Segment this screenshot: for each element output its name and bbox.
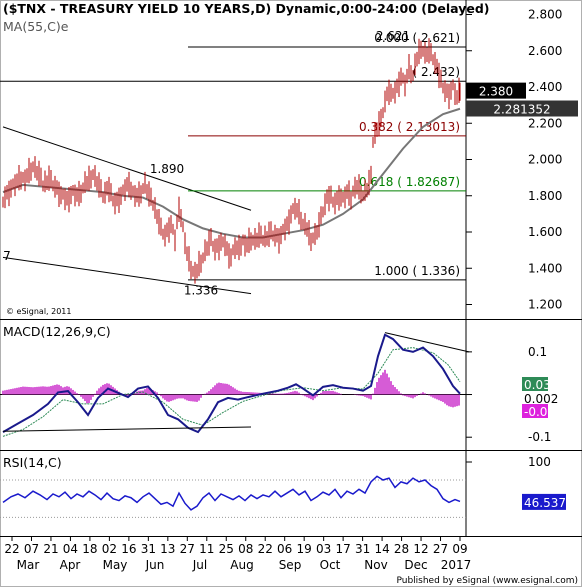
- signal-value-box: [522, 391, 548, 405]
- rsi-line: [2, 475, 461, 511]
- signal-value: 0.002: [524, 392, 558, 406]
- fib-level-label: 0.000 ( 2.621): [374, 31, 460, 45]
- chart-title: ($TNX - TREASURY YIELD 10 YEARS,D) Dynam…: [3, 1, 490, 16]
- time-axis-month-label: Nov: [364, 558, 387, 572]
- time-axis-tick-label: 04: [63, 542, 78, 556]
- rsi-value: 46.537: [524, 496, 566, 510]
- time-axis-tick-label: 19: [297, 542, 312, 556]
- macd-legend: MACD(12,26,9,C): [3, 324, 111, 339]
- macd-line: [2, 333, 461, 434]
- time-axis-tick-label: 12: [413, 542, 428, 556]
- macd-trendline: [384, 332, 470, 353]
- time-axis-tick-label: 25: [219, 542, 234, 556]
- time-axis-tick-label: 07: [24, 542, 39, 556]
- rsi-legend: RSI(14,C): [3, 455, 62, 470]
- time-axis-month-label: Jun: [145, 558, 165, 572]
- price-y-tick-label: 2.000: [528, 153, 562, 167]
- price-trendline: [2, 256, 252, 295]
- macd-y-tick-label: 0.1: [528, 345, 547, 359]
- time-axis-month-label: May: [103, 558, 128, 572]
- time-axis-month-label: Oct: [320, 558, 341, 572]
- time-axis-tick-label: 13: [160, 542, 175, 556]
- moving-average-line: [2, 107, 461, 239]
- time-axis-tick-label: 18: [82, 542, 97, 556]
- macd-y-tick-label: -0.1: [528, 430, 551, 444]
- time-axis-tick-label: 21: [43, 542, 58, 556]
- price-annotation: 7: [3, 249, 11, 263]
- time-axis-month-label: Jul: [192, 558, 207, 572]
- price-panel: 1.200 1.400 1.600 1.800 2.000 2.200 2.400 2.600…: [0, 8, 578, 312]
- time-axis-tick-label: 27: [180, 542, 195, 556]
- price-y-tick-label: 2.600: [528, 44, 562, 58]
- price-y-tick-label: 1.200: [528, 298, 562, 312]
- time-axis-tick-label: 17: [335, 542, 350, 556]
- price-y-tick-label: 2.800: [528, 8, 562, 22]
- time-axis-month-label: Sep: [279, 558, 302, 572]
- macd-value-box: [522, 377, 548, 391]
- price-y-tick-label: 1.600: [528, 225, 562, 239]
- time-axis-tick-label: 14: [374, 542, 389, 556]
- time-axis-month-label: Apr: [60, 558, 81, 572]
- time-axis-tick-label: 27: [433, 542, 448, 556]
- rsi-value-box: [522, 493, 566, 510]
- time-axis-tick-label: 16: [121, 542, 136, 556]
- time-axis-tick-label: 09: [452, 542, 467, 556]
- fib-level-label: 0.618 ( 1.82687): [359, 175, 460, 189]
- price-annotation: 2.621: [376, 29, 410, 43]
- ma-value-box: [466, 100, 578, 117]
- macd-trendline: [2, 426, 252, 432]
- price-trendline: [2, 126, 252, 211]
- fib-level-label: ( 2.432): [412, 65, 460, 79]
- time-axis-tick-label: 28: [394, 542, 409, 556]
- price-annotation: 1.890: [150, 162, 184, 176]
- time-axis-tick-label: 22: [258, 542, 273, 556]
- time-axis-month-label: Aug: [230, 558, 253, 572]
- macd-signal-line: [2, 347, 461, 437]
- price-y-tick-label: 2.400: [528, 80, 562, 94]
- time-axis-tick-label: 31: [141, 542, 156, 556]
- time-axis-month-label: 2017: [441, 558, 472, 572]
- histogram-value: -0.027: [524, 405, 563, 419]
- footer-credit: Published by eSignal (www.esignal.com): [396, 576, 578, 586]
- price-y-tick-label: 1.400: [528, 261, 562, 275]
- price-y-tick-label: 1.800: [528, 189, 562, 203]
- time-axis: 22 07 21 04 18 02 16 31 13 27 11 25 08 22 06 19 03 17 31 14…: [4, 536, 471, 572]
- time-axis-tick-label: 22: [4, 542, 19, 556]
- last-price-box: [466, 82, 526, 99]
- rsi-y-tick-label: 100: [528, 455, 551, 469]
- time-axis-tick-label: 06: [277, 542, 292, 556]
- time-axis-month-label: Mar: [17, 558, 40, 572]
- price-y-tick-label: 2.200: [528, 116, 562, 130]
- time-axis-tick-label: 03: [316, 542, 331, 556]
- time-axis-month-label: Dec: [404, 558, 427, 572]
- time-axis-tick-label: 08: [238, 542, 253, 556]
- rsi-panel: 100 46.537: [0, 455, 566, 518]
- time-axis-tick-label: 11: [199, 542, 214, 556]
- price-annotation: 1.336: [184, 284, 218, 298]
- macd-panel: 0.10-0.10.030.002-0.027: [0, 332, 563, 444]
- ma-value: 2.281352: [493, 103, 550, 117]
- histogram-value-box: [522, 404, 548, 418]
- macd-value: 0.03: [524, 378, 551, 392]
- last-price-value: 2.380: [479, 85, 513, 99]
- ma-legend: MA(55,C)e: [3, 19, 69, 34]
- time-axis-tick-label: 02: [102, 542, 117, 556]
- fib-level-label: 0.382 ( 2.13013): [359, 120, 460, 134]
- fib-level-label: 1.000 ( 1.336): [374, 264, 460, 278]
- time-axis-tick-label: 31: [355, 542, 370, 556]
- copyright-text: © eSignal, 2011: [6, 307, 71, 316]
